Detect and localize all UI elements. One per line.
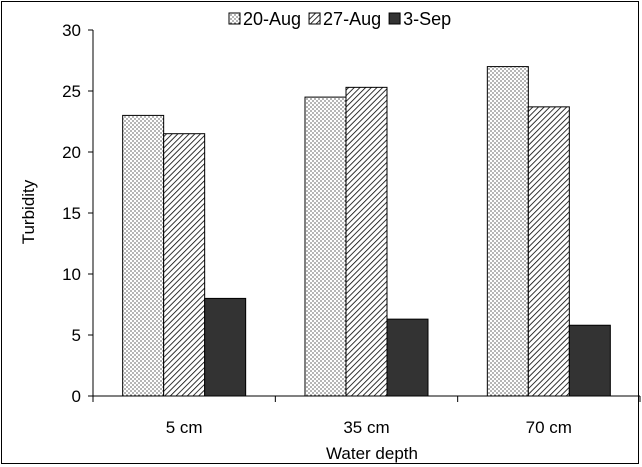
legend-swatch-27-aug	[308, 12, 321, 25]
bar-27-aug-70cm	[527, 106, 570, 397]
plot-area	[122, 66, 611, 397]
bar-27-aug-35cm	[345, 86, 388, 397]
legend-label-3-sep: 3-Sep	[403, 9, 451, 29]
x-axis-title: Water depth	[326, 444, 418, 463]
y-tick-label: 10	[62, 265, 81, 284]
x-tick-label: 35 cm	[343, 418, 389, 437]
y-tick-label: 25	[62, 82, 81, 101]
bar-27-aug-5cm	[163, 133, 206, 397]
bar-3-sep-5cm	[204, 297, 247, 397]
legend-label-27-aug: 27-Aug	[323, 9, 381, 29]
y-tick-label: 0	[72, 387, 81, 406]
legend-swatch-20-aug	[228, 12, 241, 25]
legend-swatch-3-sep	[388, 12, 401, 25]
legend-label-20-aug: 20-Aug	[243, 9, 301, 29]
x-tick-label: 70 cm	[526, 418, 572, 437]
bar-3-sep-70cm	[568, 324, 611, 397]
y-tick-label: 30	[62, 21, 81, 40]
legend: 20-Aug 27-Aug 3-Sep	[228, 9, 451, 29]
y-axis-title: Turbidity	[19, 179, 38, 244]
bar-20-aug-5cm	[122, 114, 165, 397]
bar-3-sep-35cm	[386, 318, 429, 397]
x-tick-label: 5 cm	[166, 418, 203, 437]
y-tick-label: 20	[62, 143, 81, 162]
y-tick-label: 5	[72, 326, 81, 345]
axes: 0 5 10 15 20 25 30 5 cm 35 cm 70 cm	[62, 21, 641, 437]
bar-20-aug-35cm	[304, 96, 347, 397]
y-tick-label: 15	[62, 204, 81, 223]
bar-20-aug-70cm	[486, 66, 529, 397]
